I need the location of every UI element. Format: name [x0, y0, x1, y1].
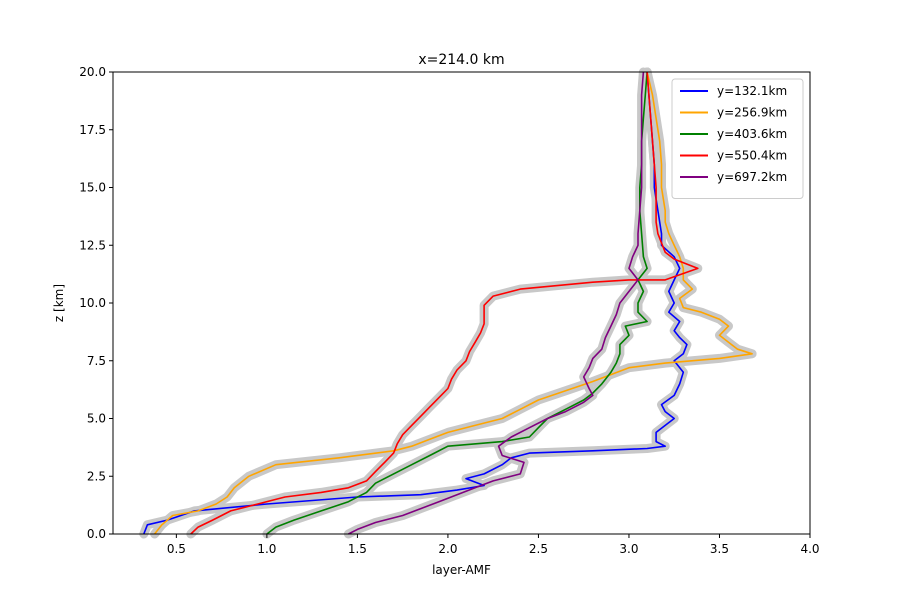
legend: y=132.1km y=256.9km y=403.6km y=550.4km y=69… [671, 78, 804, 199]
x-tick-label: 3.5 [710, 542, 729, 556]
y-axis-label: z [km] [52, 284, 66, 322]
x-axis-ticks: 0.5 1.0 1.5 2.0 2.5 3.0 3.5 4.0 [167, 534, 820, 556]
series-line-2 [153, 71, 753, 535]
x-tick-label: 3.0 [619, 542, 638, 556]
x-tick-label: 1.0 [257, 542, 276, 556]
x-tick-label: 2.5 [529, 542, 548, 556]
series-line-3 [266, 71, 648, 535]
series-lines [143, 71, 753, 535]
y-tick-label: 5.0 [87, 412, 106, 426]
x-axis-label: layer-AMF [432, 563, 491, 577]
x-tick-label: 2.0 [438, 542, 457, 556]
series-line-5 [348, 71, 645, 535]
x-tick-label: 1.5 [348, 542, 367, 556]
y-tick-label: 0.0 [87, 527, 106, 541]
chart-title: x=214.0 km [418, 52, 504, 68]
legend-entry-label: y=256.9km [717, 106, 787, 120]
legend-entry-label: y=697.2km [717, 170, 787, 184]
y-tick-label: 20.0 [79, 65, 106, 79]
legend-entry-label: y=550.4km [717, 149, 787, 163]
x-tick-label: 4.0 [800, 542, 819, 556]
y-tick-label: 2.5 [87, 469, 106, 483]
series-line-1 [143, 71, 688, 535]
legend-box [671, 78, 804, 199]
y-tick-label: 15.0 [79, 181, 106, 195]
x-tick-label: 0.5 [167, 542, 186, 556]
y-axis-ticks: 0.0 2.5 5.0 7.5 10.0 12.5 15.0 17.5 20.0 [79, 65, 113, 541]
legend-entry-label: y=403.6km [717, 127, 787, 141]
y-tick-label: 17.5 [79, 123, 106, 137]
legend-entry-label: y=132.1km [717, 84, 787, 98]
series-line-4 [190, 71, 699, 535]
y-tick-label: 12.5 [79, 238, 106, 252]
y-tick-label: 10.0 [79, 296, 106, 310]
y-tick-label: 7.5 [87, 354, 106, 368]
